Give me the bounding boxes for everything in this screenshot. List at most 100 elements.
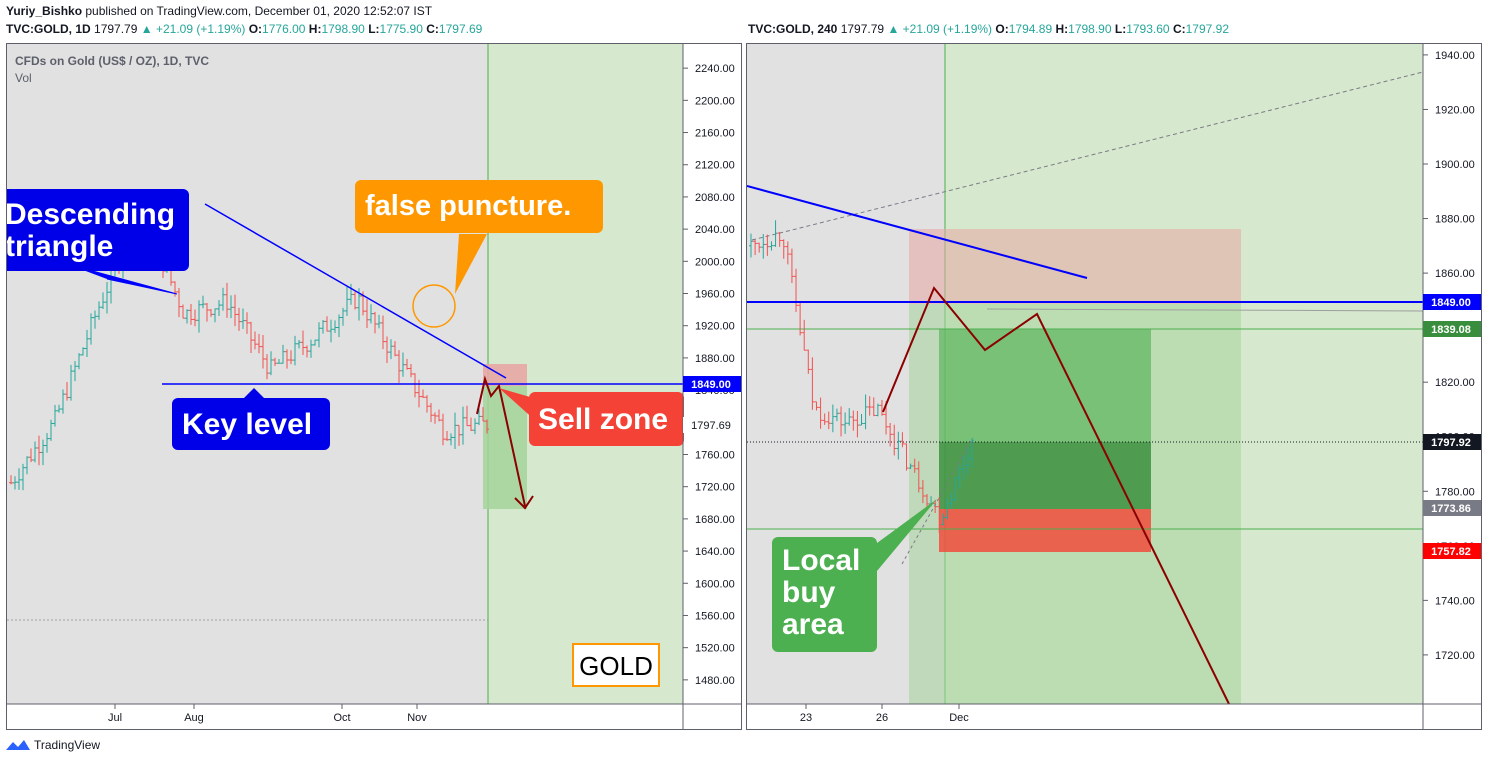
gold-badge-label: GOLD xyxy=(579,651,653,681)
descending-triangle-callout: Descending triangle xyxy=(7,189,189,295)
right-chart-svg[interactable]: Local buy area 1940.00 1920.00 1900.00 1880… xyxy=(747,44,1481,729)
y-tick-label: 1600.00 xyxy=(695,578,735,590)
right-last-tag-text: 1797.92 xyxy=(1431,437,1471,449)
left-close: 1797.69 xyxy=(438,22,483,36)
local-buy-line2: buy xyxy=(782,576,836,609)
left-change: ▲ +21.09 (+1.19%) xyxy=(140,22,246,36)
right-chart-panel[interactable]: Local buy area 1940.00 1920.00 1900.00 1880… xyxy=(746,43,1482,730)
right-open: 1794.89 xyxy=(1008,22,1053,36)
left-low: 1775.90 xyxy=(379,22,423,36)
tradingview-brand[interactable]: TradingView xyxy=(6,738,100,752)
left-l-label: L: xyxy=(368,22,380,36)
left-chart-svg[interactable]: Descending triangle false puncture. Key … xyxy=(7,44,741,729)
left-last-tag-text: 1797.69 xyxy=(691,420,731,432)
right-risk-box xyxy=(909,229,1241,304)
right-candles xyxy=(749,220,974,533)
left-high: 1798.90 xyxy=(321,22,365,36)
y-tick-label: 1920.00 xyxy=(695,321,735,333)
right-key-level-tag: 1849.00 xyxy=(1423,294,1481,310)
left-puncture-circle xyxy=(412,284,456,328)
author-name[interactable]: Yuriy_Bishko xyxy=(6,4,83,18)
y-tick-label: 1820.00 xyxy=(1435,377,1475,389)
left-last-price-tag: 1797.69 xyxy=(683,417,741,433)
x-tick-label: Dec xyxy=(949,712,969,724)
right-c-label: C: xyxy=(1172,22,1186,36)
local-buy-line1: Local xyxy=(782,544,860,577)
x-tick-label: Oct xyxy=(333,712,350,724)
sell-zone-callout: Sell zone xyxy=(499,388,684,446)
right-l-label: L: xyxy=(1114,22,1127,36)
local-buy-callout: Local buy area xyxy=(772,499,937,652)
y-tick-label: 1940.00 xyxy=(1435,50,1475,62)
y-tick-label: 1900.00 xyxy=(1435,159,1475,171)
y-tick-label: 1760.00 xyxy=(695,449,735,461)
right-entry-tag: 1773.86 xyxy=(1423,500,1481,516)
right-y-axis[interactable]: 1940.001920.001900.001880.001860.001840.… xyxy=(1423,50,1475,662)
y-tick-label: 1520.00 xyxy=(695,643,735,655)
published-text: published on TradingView.com, December 0… xyxy=(85,4,433,18)
left-o-label: O: xyxy=(248,22,263,36)
right-o-label: O: xyxy=(995,22,1009,36)
y-tick-label: 1560.00 xyxy=(695,610,735,622)
right-last-price-tag: 1797.92 xyxy=(1423,434,1481,450)
y-tick-label: 2160.00 xyxy=(695,128,735,140)
sell-zone-label: Sell zone xyxy=(538,403,668,436)
left-quote-line: TVC:GOLD, 1D 1797.79 ▲ +21.09 (+1.19%) O… xyxy=(6,22,482,36)
left-open: 1776.00 xyxy=(262,22,306,36)
right-close: 1797.92 xyxy=(1185,22,1229,36)
gold-badge: GOLD xyxy=(572,643,660,687)
local-buy-line3: area xyxy=(782,608,844,641)
right-target-tag-text: 1839.08 xyxy=(1431,324,1471,336)
right-x-axis[interactable]: 23 26 Dec xyxy=(800,704,969,724)
y-tick-label: 2120.00 xyxy=(695,160,735,172)
triangle-label-line2: triangle xyxy=(7,230,113,263)
left-arrow-head xyxy=(514,495,534,510)
y-tick-label: 1860.00 xyxy=(1435,268,1475,280)
right-h-label: H: xyxy=(1055,22,1069,36)
right-key-tag-text: 1849.00 xyxy=(1431,297,1471,309)
y-tick-label: 1960.00 xyxy=(695,289,735,301)
y-tick-label: 1880.00 xyxy=(695,353,735,365)
left-chart-panel[interactable]: Descending triangle false puncture. Key … xyxy=(6,43,742,730)
y-tick-label: 1920.00 xyxy=(1435,104,1475,116)
right-last: 1797.79 xyxy=(840,22,885,36)
left-key-tag-text: 1849.00 xyxy=(691,379,731,391)
left-key-level-tag: 1849.00 xyxy=(683,376,741,392)
y-tick-label: 2240.00 xyxy=(695,63,735,75)
false-puncture-callout: false puncture. xyxy=(355,180,603,294)
tradingview-logo-icon xyxy=(6,740,30,750)
left-risk-box xyxy=(483,364,527,386)
left-h-label: H: xyxy=(308,22,322,36)
triangle-label-line1: Descending xyxy=(7,198,175,231)
x-tick-label: Nov xyxy=(407,712,427,724)
right-long-stop-box xyxy=(939,509,1151,552)
tradingview-brand-label: TradingView xyxy=(34,738,101,752)
key-level-label: Key level xyxy=(182,408,312,441)
right-low: 1793.60 xyxy=(1126,22,1170,36)
left-y-axis[interactable]: 2240.00 2200.00 2160.00 2120.00 2080.00 2040.… xyxy=(683,63,735,687)
y-tick-label: 2000.00 xyxy=(695,256,735,268)
right-stop-tag: 1757.82 xyxy=(1423,543,1481,559)
left-chart-title: CFDs on Gold (US$ / OZ), 1D, TVC xyxy=(15,54,209,68)
left-symbol: TVC:GOLD, 1D xyxy=(6,22,91,36)
left-x-axis[interactable]: Jul Aug Oct Nov xyxy=(108,704,427,724)
y-tick-label: 1780.00 xyxy=(1435,486,1475,498)
x-tick-label: 23 xyxy=(800,712,812,724)
x-tick-label: 26 xyxy=(876,712,888,724)
right-change: ▲ +21.09 (+1.19%) xyxy=(887,22,993,36)
y-tick-label: 1480.00 xyxy=(695,675,735,687)
left-reward-box xyxy=(483,386,527,509)
right-symbol: TVC:GOLD, 240 xyxy=(748,22,838,36)
left-last: 1797.79 xyxy=(94,22,138,36)
publisher-line: Yuriy_Bishko published on TradingView.co… xyxy=(6,4,432,18)
y-tick-label: 1720.00 xyxy=(695,482,735,494)
left-vol-label: Vol xyxy=(15,71,32,85)
right-forecast-path xyxy=(882,286,1230,705)
right-grey-line xyxy=(986,308,1424,312)
right-stop-tag-text: 1757.82 xyxy=(1431,546,1471,558)
y-tick-label: 2080.00 xyxy=(695,192,735,204)
right-triangle-line xyxy=(747,185,1088,279)
right-target-tag: 1839.08 xyxy=(1423,321,1481,337)
y-tick-label: 1740.00 xyxy=(1435,595,1475,607)
left-triangle-line xyxy=(204,203,507,379)
